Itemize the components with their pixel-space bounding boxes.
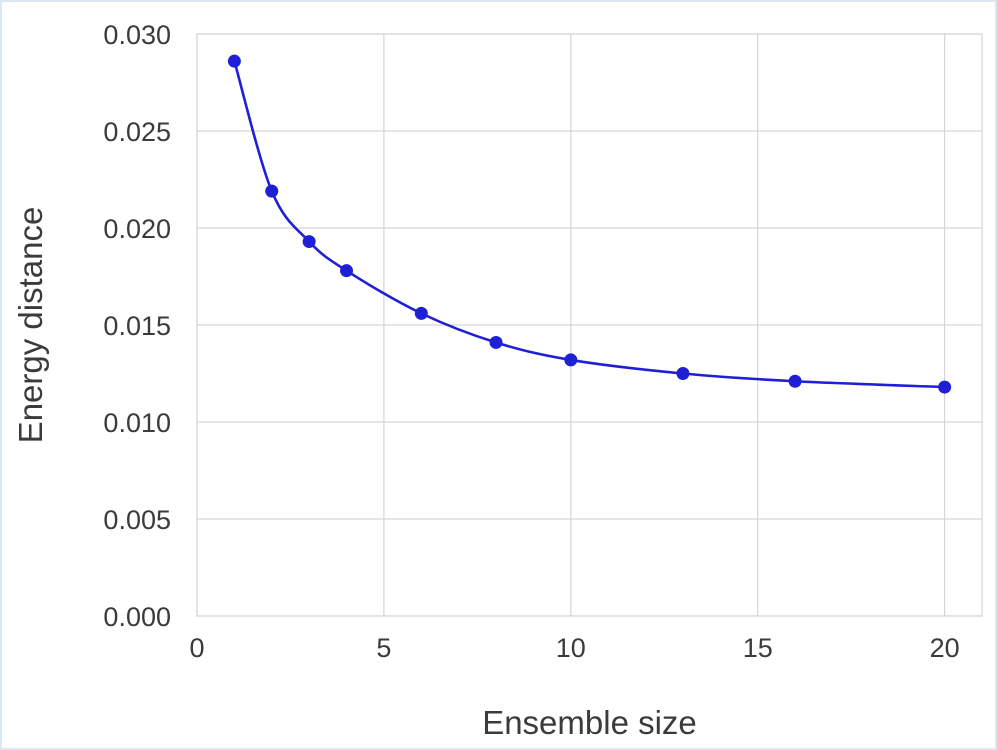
plot-area-border	[196, 33, 983, 617]
data-point	[788, 374, 802, 388]
data-point	[227, 54, 241, 68]
x-axis-ticks: 0 5 10 15 20	[189, 633, 959, 663]
data-point	[938, 380, 952, 394]
y-axis-ticks: 0.000 0.005 0.010 0.015 0.020 0.025 0.030	[103, 20, 171, 632]
series-line	[233, 60, 945, 389]
data-point	[302, 235, 316, 249]
y-tick-label: 0.020	[103, 214, 171, 244]
data-point	[676, 367, 690, 380]
data-point	[489, 335, 503, 349]
x-tick-label: 20	[930, 633, 960, 663]
data-point	[340, 264, 354, 278]
grid	[196, 33, 982, 617]
y-tick-label: 0.005	[103, 505, 171, 535]
x-tick-label: 10	[556, 633, 586, 663]
x-tick-label: 5	[376, 633, 391, 663]
x-axis-label: Ensemble size	[482, 704, 697, 741]
x-tick-label: 0	[189, 633, 204, 663]
y-tick-label: 0.030	[103, 20, 171, 50]
data-point	[265, 184, 279, 198]
data-point	[414, 306, 428, 320]
y-tick-label: 0.010	[103, 408, 171, 438]
x-tick-label: 15	[743, 633, 773, 663]
y-tick-label: 0.015	[103, 311, 171, 341]
y-tick-label: 0.025	[103, 117, 171, 147]
y-axis-label: Energy distance	[12, 207, 49, 444]
y-tick-label: 0.000	[103, 602, 171, 632]
data-points	[227, 54, 952, 394]
data-point	[564, 353, 578, 367]
